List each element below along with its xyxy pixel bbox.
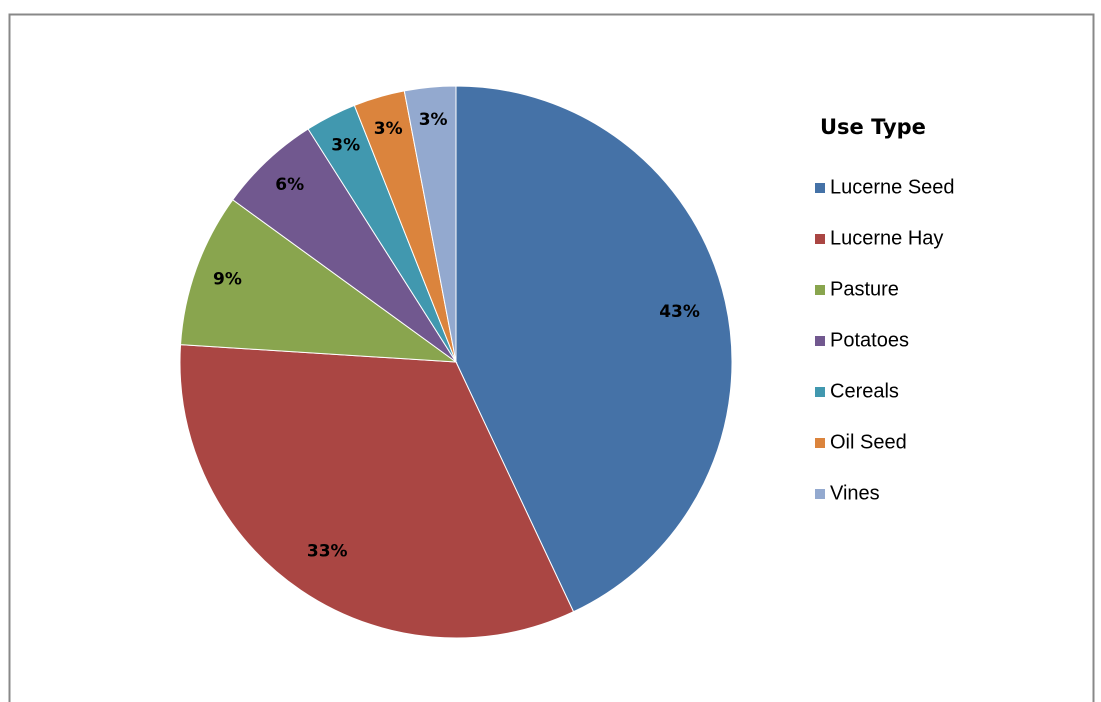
legend-label: Cereals [830, 380, 899, 402]
legend-label: Lucerne Seed [830, 176, 955, 198]
data-label: 3% [331, 136, 360, 156]
data-label: 33% [307, 541, 348, 561]
legend-label: Lucerne Hay [830, 227, 943, 249]
data-label: 6% [275, 175, 304, 195]
data-label: 3% [419, 110, 448, 130]
data-label: 43% [659, 302, 700, 322]
data-label: 9% [213, 270, 242, 290]
legend-swatch [815, 183, 825, 193]
legend-swatch [815, 285, 825, 295]
legend-label: Pasture [830, 278, 899, 300]
legend-swatch [815, 489, 825, 499]
legend-swatch [815, 336, 825, 346]
pie-slice [180, 199, 458, 363]
legend-label: Potatoes [830, 329, 909, 351]
legend-swatch [815, 438, 825, 448]
legend-label: Vines [830, 482, 880, 504]
legend-swatch [815, 234, 825, 244]
pie-slice [179, 344, 575, 639]
legend-title: Use Type [820, 115, 926, 139]
pie-slice [403, 85, 457, 363]
pie-slice [455, 85, 733, 613]
legend-label: Oil Seed [830, 431, 907, 453]
legend-swatch [815, 387, 825, 397]
data-label: 3% [374, 119, 403, 139]
